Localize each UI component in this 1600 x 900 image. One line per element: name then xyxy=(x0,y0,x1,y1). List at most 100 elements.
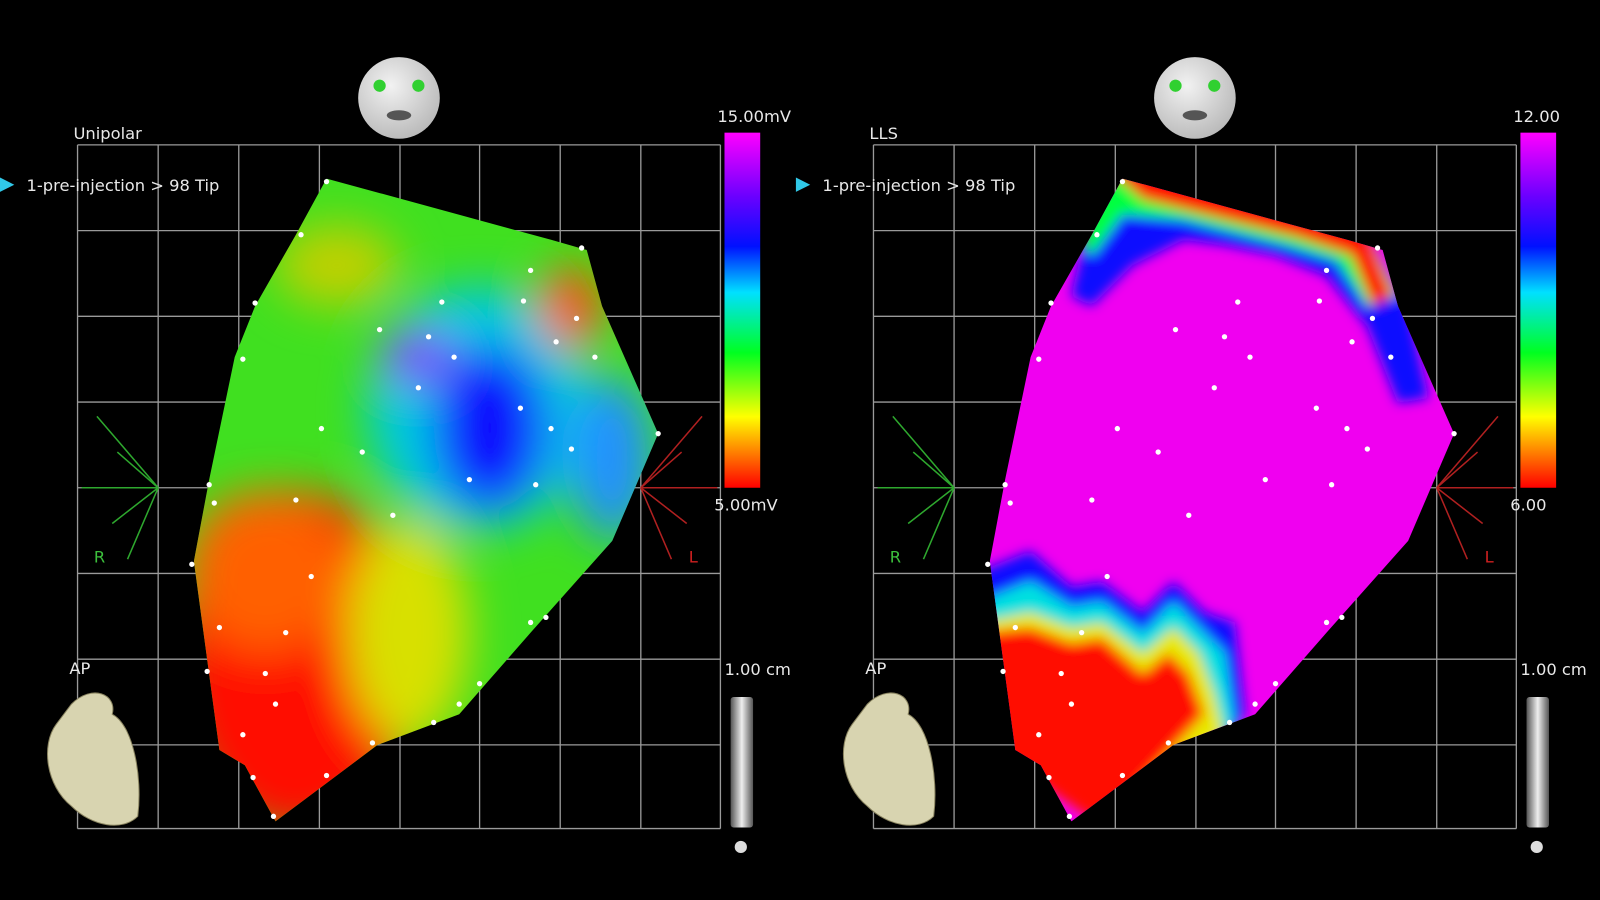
scale-length: 1.00 cm xyxy=(724,660,790,679)
sample-point xyxy=(1036,356,1042,362)
orientation-axis xyxy=(640,415,703,489)
sample-point xyxy=(1316,298,1323,304)
sample-point xyxy=(1046,774,1052,781)
orientation-axis xyxy=(1436,451,1479,489)
sample-point xyxy=(1089,497,1095,503)
sample-point xyxy=(376,326,383,333)
sample-point xyxy=(415,385,422,391)
map-label: 1-pre-injection > 98 Tip xyxy=(27,176,220,195)
scale-max: 12.00 xyxy=(1513,107,1560,126)
orientation-axis xyxy=(640,487,688,525)
map-band xyxy=(1071,178,1429,404)
map-panel: LLS 1-pre-injection > 98 Tip 12.00 6.00 R L AP… xyxy=(795,57,1587,854)
orientation-axis xyxy=(1436,487,1484,525)
sample-point xyxy=(211,500,217,506)
sample-point xyxy=(252,300,258,306)
sample-point xyxy=(1235,299,1241,305)
sample-point xyxy=(431,719,437,726)
sample-point xyxy=(323,178,330,185)
sample-point xyxy=(451,354,457,360)
face-eye xyxy=(373,79,386,92)
sample-point xyxy=(216,624,223,631)
orientation-axis xyxy=(1436,415,1499,489)
sample-point xyxy=(1066,813,1073,819)
sample-point xyxy=(240,732,246,738)
map-label: 1-pre-injection > 98 Tip xyxy=(822,176,1015,195)
sample-point xyxy=(262,670,268,677)
sample-point xyxy=(466,476,473,483)
face-eye xyxy=(1169,79,1182,92)
map-band xyxy=(989,627,1205,822)
heart-icon xyxy=(842,692,936,826)
sample-point xyxy=(283,630,289,636)
sample-point xyxy=(1172,326,1179,333)
sample-point xyxy=(425,334,432,340)
orientation-axis xyxy=(922,487,955,560)
color-bar xyxy=(1520,132,1557,488)
sample-point xyxy=(1272,681,1279,687)
map-blob xyxy=(193,489,347,654)
sample-point xyxy=(1068,701,1075,707)
sample-point xyxy=(985,561,991,567)
orientation-axis xyxy=(126,487,159,560)
sample-point xyxy=(270,813,277,819)
map-blob xyxy=(433,346,546,511)
sample-point xyxy=(1344,425,1350,432)
sample-point xyxy=(1374,245,1381,251)
sample-point xyxy=(1036,732,1042,738)
sample-point xyxy=(323,772,330,779)
map-marker xyxy=(0,177,15,192)
sample-point xyxy=(240,356,246,362)
scale-bar xyxy=(1526,696,1549,828)
sample-point xyxy=(298,232,304,238)
sample-point xyxy=(439,299,445,305)
map-marker xyxy=(795,177,811,192)
sample-point xyxy=(1221,334,1228,340)
sample-point xyxy=(655,431,661,437)
sample-point xyxy=(1388,354,1394,360)
map-blob xyxy=(382,331,455,383)
scale-bar xyxy=(730,696,754,828)
orientation-axis xyxy=(907,487,955,525)
sample-point xyxy=(573,315,580,322)
sample-point xyxy=(1000,668,1006,675)
view-label: AP xyxy=(69,659,90,678)
sample-point xyxy=(476,681,483,687)
map-panel: Unipolar 1-pre-injection > 98 Tip 15.00mV 5… xyxy=(0,57,792,854)
sample-point xyxy=(1119,772,1126,779)
sample-point xyxy=(1451,431,1457,437)
orientation-axis xyxy=(96,415,159,489)
sample-point xyxy=(1114,425,1120,432)
map-blob xyxy=(540,265,603,347)
orientation-axis xyxy=(640,451,683,489)
l-label: L xyxy=(1485,548,1494,567)
sample-point xyxy=(1323,619,1330,626)
l-label: L xyxy=(689,548,698,567)
sample-point xyxy=(1339,614,1345,621)
r-label: R xyxy=(94,548,105,567)
scale-min: 6.00 xyxy=(1510,496,1546,515)
sample-point xyxy=(1323,267,1330,274)
face-eye xyxy=(1208,79,1221,92)
sample-point xyxy=(250,774,256,781)
scale-max: 15.00mV xyxy=(717,107,792,126)
map-band xyxy=(1102,178,1393,307)
scale-knob xyxy=(734,840,747,854)
sample-point xyxy=(527,619,534,626)
sample-point xyxy=(1048,300,1054,306)
sample-point xyxy=(1094,232,1100,238)
sample-point xyxy=(592,354,598,360)
face-eye xyxy=(412,79,425,92)
sample-point xyxy=(272,701,279,707)
sample-point xyxy=(527,267,534,274)
sample-point xyxy=(390,512,396,518)
sample-point xyxy=(1155,449,1161,455)
heart-icon xyxy=(47,692,140,826)
sample-point xyxy=(206,482,212,488)
view-label: AP xyxy=(865,659,886,678)
orientation-axis xyxy=(116,451,159,489)
sample-point xyxy=(369,740,376,746)
r-label: R xyxy=(890,548,901,567)
activation-map xyxy=(193,178,659,822)
